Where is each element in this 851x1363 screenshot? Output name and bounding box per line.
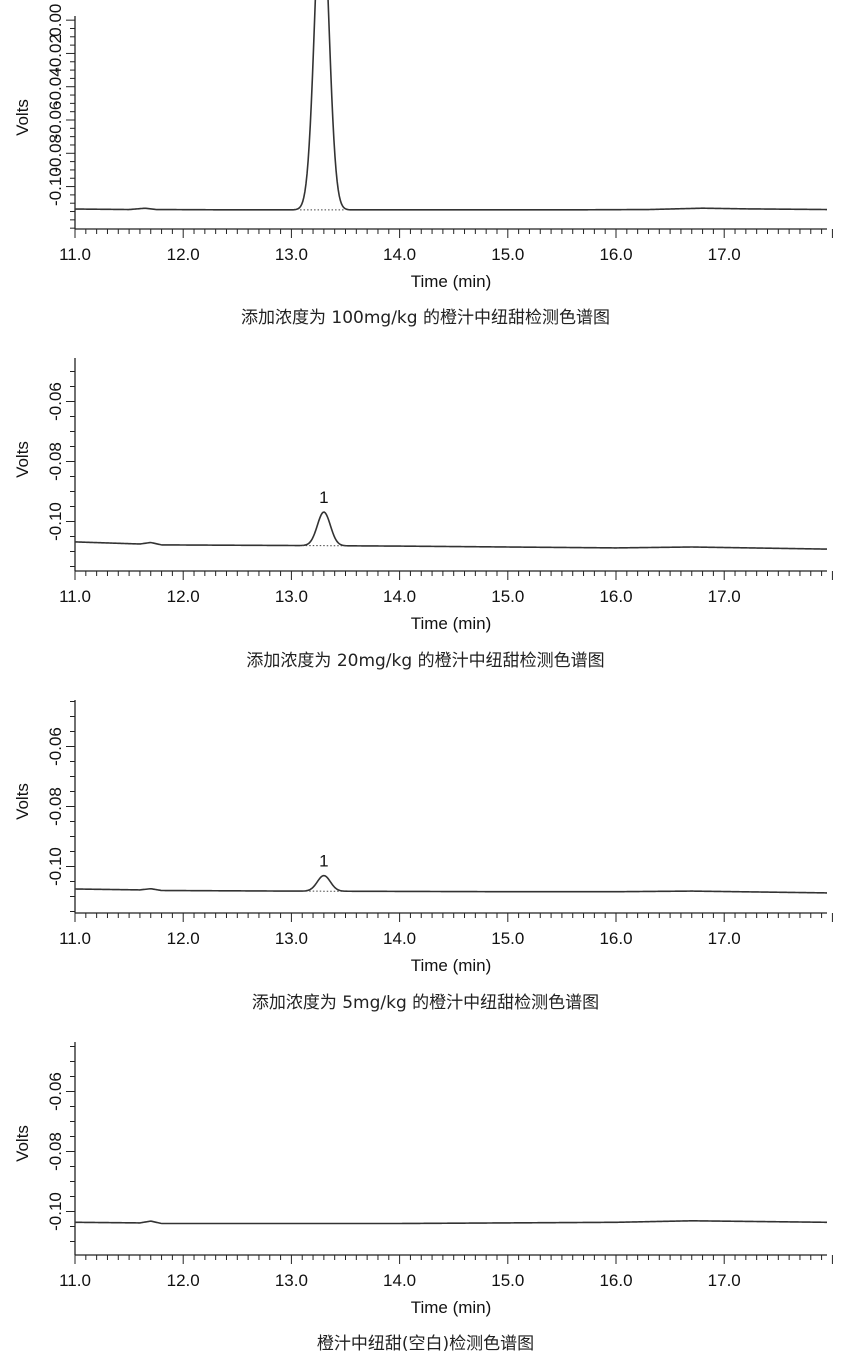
- y-tick-label: -0.04: [46, 67, 65, 106]
- y-axis-title: Volts: [13, 1125, 32, 1162]
- chromatogram-panel-4: 11.0 12.0 13.0 14.0 15.0 16.0 17.0 -0.06 -0.08 -0…: [0, 1026, 851, 1363]
- chromatogram-panel-1: 11.0 12.0 13.0 14.0 15.0 16.0 17.0 0.00 -0.02 -0.…: [0, 0, 851, 340]
- y-tick-label: -0.08: [46, 442, 65, 481]
- x-tick-label: 14.0: [383, 929, 416, 948]
- x-tick-label: 13.0: [275, 587, 308, 606]
- y-tick-label: -0.08: [46, 1132, 65, 1171]
- x-tick-label: 17.0: [708, 1271, 741, 1290]
- y-tick-label: -0.10: [46, 1192, 65, 1231]
- x-axis-title: Time (min): [411, 956, 492, 975]
- chromatogram-plot-4: 11.0 12.0 13.0 14.0 15.0 16.0 17.0 -0.06 -0.08 -0…: [13, 1042, 833, 1317]
- x-tick-label: 11.0: [59, 245, 91, 264]
- x-tick-label: 12.0: [167, 587, 200, 606]
- chromatogram-plot-1: 11.0 12.0 13.0 14.0 15.0 16.0 17.00.00-0.02-0.…: [13, 0, 833, 291]
- y-tick-label: -0.06: [46, 1072, 65, 1111]
- x-tick-label: 14.0: [383, 245, 416, 264]
- y-tick-label: 0.00: [46, 4, 65, 37]
- chromatogram-panel-3: 11.0 12.0 13.0 14.0 15.0 16.0 17.0 -0.06 -0.08 -0…: [0, 684, 851, 1024]
- chart-caption-3: 添加浓度为 5mg/kg 的橙汁中纽甜检测色谱图: [251, 993, 600, 1013]
- x-tick-label: 15.0: [491, 1271, 524, 1290]
- x-tick-label: 12.0: [167, 929, 200, 948]
- y-tick-label: -0.08: [46, 134, 65, 173]
- y-axis-title: Volts: [13, 783, 32, 820]
- y-tick-label: -0.06: [46, 382, 65, 421]
- signal-trace: [74, 511, 828, 550]
- y-axis-title: Volts: [13, 99, 32, 136]
- x-tick-label: 17.0: [708, 245, 741, 264]
- y-axis-title: Volts: [13, 441, 32, 478]
- x-tick-label: 13.0: [275, 1271, 308, 1290]
- y-tick-label: -0.10: [46, 502, 65, 541]
- signal-trace: [74, 874, 828, 894]
- peak-label: 1: [319, 852, 328, 871]
- x-tick-label: 13.0: [275, 929, 308, 948]
- chart-caption-1: 添加浓度为 100mg/kg 的橙汁中纽甜检测色谱图: [241, 308, 610, 328]
- x-tick-label: 17.0: [708, 587, 741, 606]
- signal-trace: [74, 1219, 828, 1225]
- y-tick-label: -0.08: [46, 787, 65, 826]
- y-tick-label: -0.06: [46, 727, 65, 766]
- chart-caption-4: 橙汁中纽甜(空白)检测色谱图: [316, 1334, 535, 1354]
- x-tick-label: 13.0: [275, 245, 308, 264]
- chromatogram-plot-3: 11.0 12.0 13.0 14.0 15.0 16.0 17.0 -0.06 -0.08 -0…: [13, 700, 833, 975]
- x-tick-label: 14.0: [383, 1271, 416, 1290]
- x-tick-label: 16.0: [599, 587, 632, 606]
- chromatogram-plot-2: 11.0 12.0 13.0 14.0 15.0 16.0 17.0 -0.06 -0.08 -0…: [13, 358, 833, 633]
- y-tick-label: -0.06: [46, 101, 65, 140]
- peak-label: 1: [319, 488, 328, 507]
- x-tick-label: 12.0: [167, 245, 200, 264]
- x-tick-label: 17.0: [708, 929, 741, 948]
- x-tick-label: 16.0: [599, 1271, 632, 1290]
- signal-trace: [74, 0, 828, 211]
- x-axis-title: Time (min): [411, 614, 492, 633]
- x-axis-title: Time (min): [411, 272, 492, 291]
- x-tick-label: 11.0: [59, 929, 91, 948]
- x-tick-label: 15.0: [491, 929, 524, 948]
- chart-caption-2: 添加浓度为 20mg/kg 的橙汁中纽甜检测色谱图: [246, 651, 605, 671]
- y-tick-label: -0.10: [46, 167, 65, 206]
- x-tick-label: 11.0: [59, 1271, 91, 1290]
- x-axis-title: Time (min): [411, 1298, 492, 1317]
- x-tick-label: 11.0: [59, 587, 91, 606]
- y-tick-label: -0.02: [46, 34, 65, 73]
- y-tick-label: -0.10: [46, 847, 65, 886]
- x-tick-label: 14.0: [383, 587, 416, 606]
- x-tick-label: 15.0: [491, 245, 524, 264]
- chromatogram-panel-2: 11.0 12.0 13.0 14.0 15.0 16.0 17.0 -0.06 -0.08 -0…: [0, 342, 851, 682]
- x-tick-label: 15.0: [491, 587, 524, 606]
- x-tick-label: 16.0: [599, 245, 632, 264]
- x-tick-label: 12.0: [167, 1271, 200, 1290]
- x-tick-label: 16.0: [599, 929, 632, 948]
